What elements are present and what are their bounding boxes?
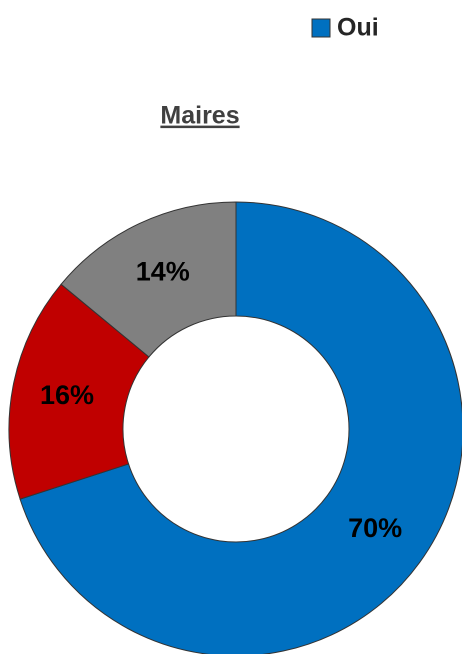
data-label: 16%: [40, 380, 94, 410]
chart-title: Maires: [160, 102, 239, 130]
legend-label: Oui: [337, 14, 379, 42]
donut-slice: [60, 201, 237, 358]
donut-slice: [8, 283, 150, 500]
data-label: 14%: [136, 256, 190, 286]
data-label: 70%: [348, 513, 402, 543]
donut-slice: [19, 201, 462, 654]
legend-swatch: [311, 18, 331, 38]
